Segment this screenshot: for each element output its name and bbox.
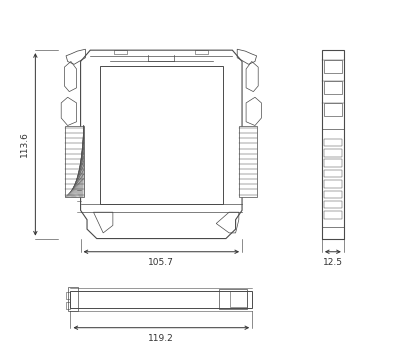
Bar bbox=[114, 50, 128, 53]
Bar bbox=[324, 60, 342, 73]
Text: 105.7: 105.7 bbox=[148, 258, 174, 267]
Bar bbox=[66, 292, 70, 299]
Bar bbox=[230, 292, 247, 307]
Bar bbox=[324, 149, 342, 157]
Bar bbox=[324, 159, 342, 167]
Bar bbox=[100, 66, 223, 204]
Bar bbox=[324, 103, 342, 116]
Bar bbox=[324, 139, 342, 146]
Bar bbox=[70, 290, 252, 308]
Bar bbox=[324, 81, 342, 95]
Bar bbox=[65, 126, 84, 197]
Text: 119.2: 119.2 bbox=[148, 334, 174, 343]
Text: 12.5: 12.5 bbox=[323, 258, 343, 267]
Bar bbox=[66, 302, 70, 309]
Bar bbox=[239, 126, 257, 197]
Bar bbox=[322, 50, 344, 238]
Bar bbox=[324, 211, 342, 219]
Bar bbox=[324, 190, 342, 198]
Text: 113.6: 113.6 bbox=[20, 131, 29, 157]
Bar bbox=[324, 180, 342, 188]
Bar bbox=[324, 170, 342, 177]
Bar bbox=[324, 201, 342, 208]
Bar bbox=[68, 287, 78, 311]
Bar bbox=[195, 50, 208, 53]
Bar bbox=[220, 289, 247, 309]
